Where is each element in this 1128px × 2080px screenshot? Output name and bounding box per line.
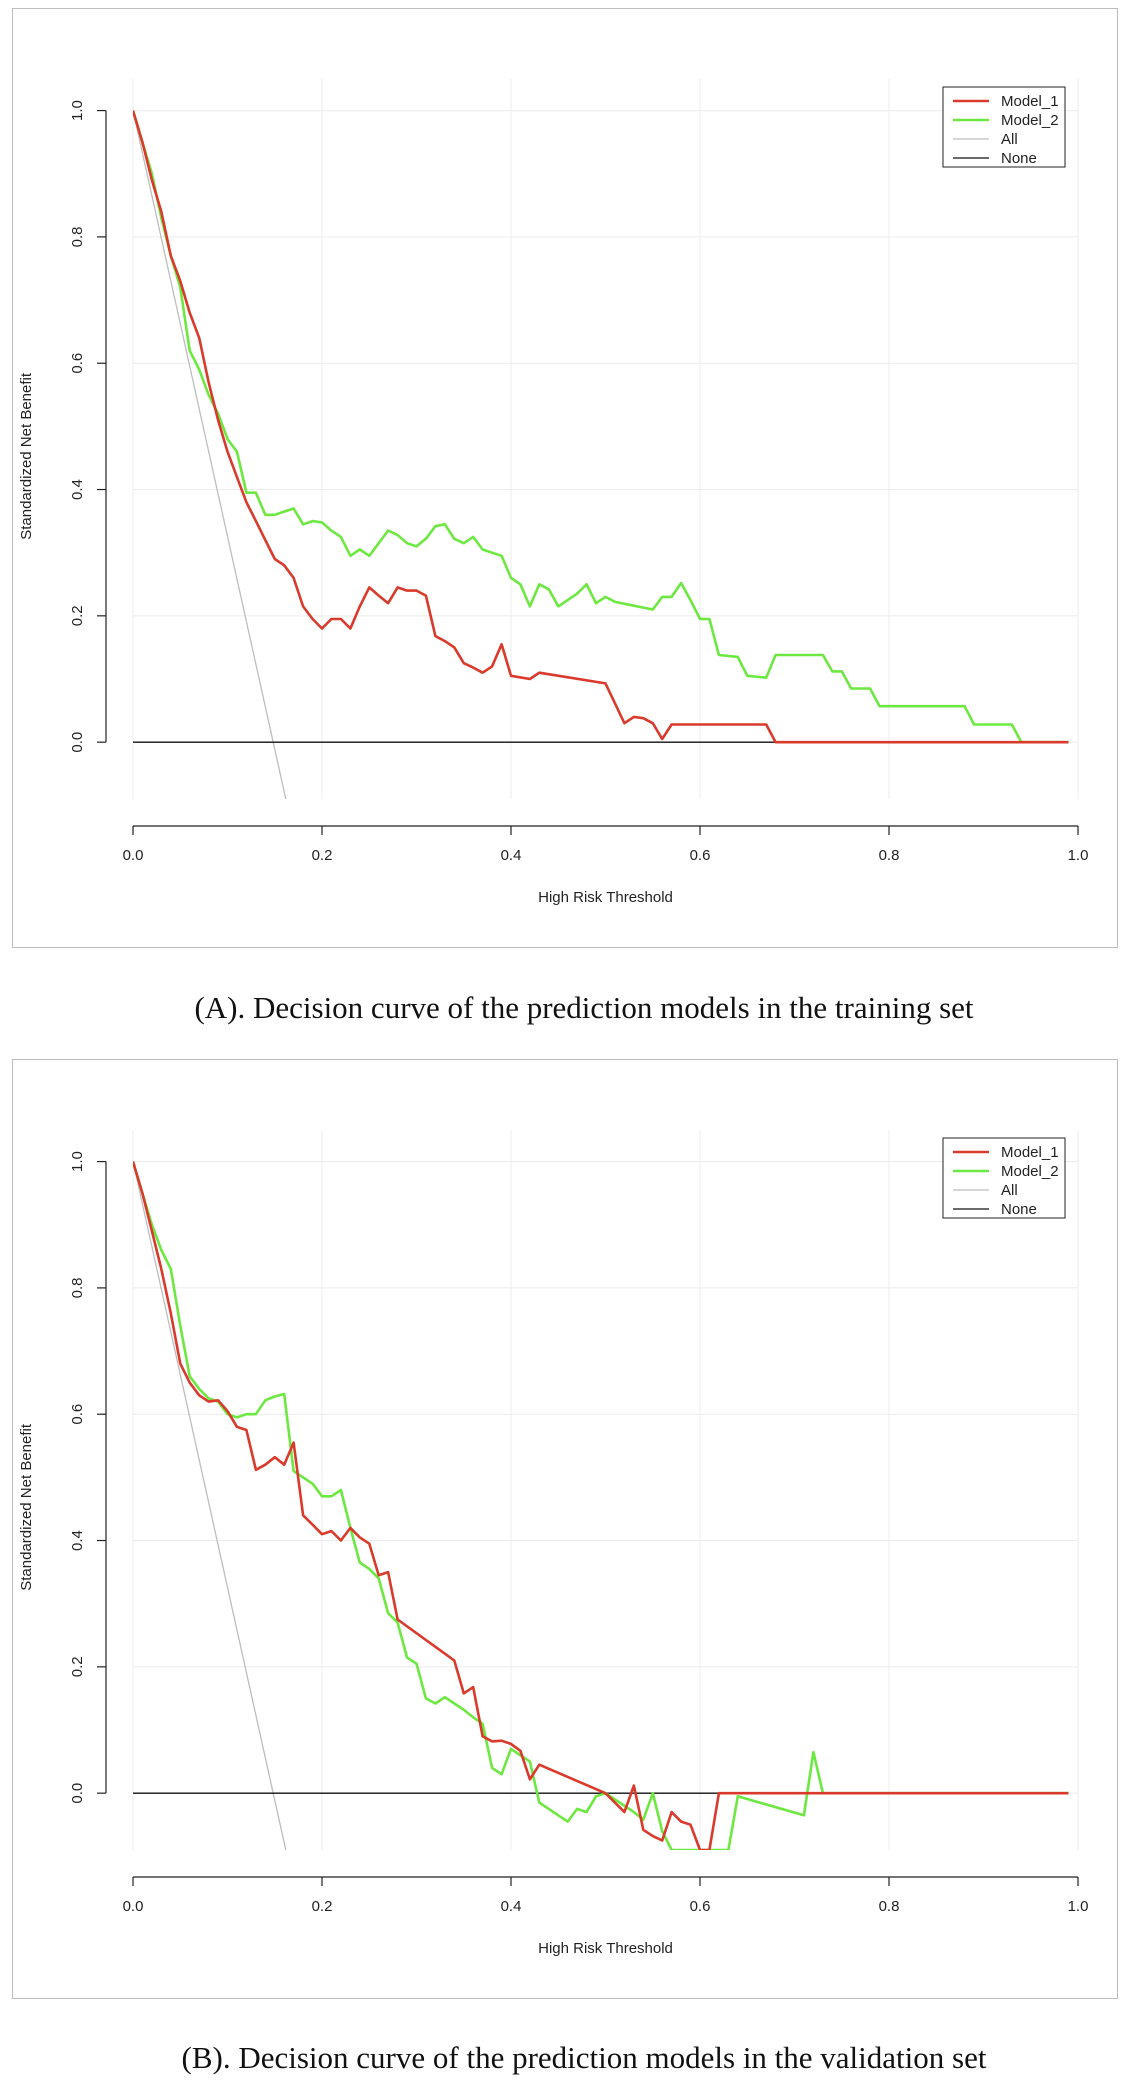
decision-curve-training-chart: 0.0 0.2 0.4 0.6 0.8 1.0 High Risk Threshold 0.0… — [18, 79, 1089, 906]
series-line-model-2 — [133, 1161, 1069, 1850]
x-tick-label: 0.8 — [879, 1898, 900, 1915]
x-tick-label: 0.2 — [312, 847, 333, 864]
series-line-all — [133, 110, 287, 799]
series-line-model-2 — [133, 110, 1069, 744]
chart-panel-training: 0.0 0.2 0.4 0.6 0.8 1.0 High Risk Threshold 0.0… — [12, 8, 1118, 948]
y-tick-label: 0.0 — [69, 732, 86, 753]
series-line-model-1 — [133, 110, 1069, 744]
legend-label-model-1: Model_1 — [1001, 93, 1059, 110]
series-line-model-1 — [133, 1161, 1069, 1850]
y-axis-title: Standardized Net Benefit — [18, 1423, 35, 1591]
y-tick-label: 0.8 — [69, 226, 86, 247]
chart-panel-validation: 0.0 0.2 0.4 0.6 0.8 1.0 High Risk Threshold 0.0… — [12, 1059, 1118, 1999]
x-tick-label: 0.6 — [690, 847, 711, 864]
y-tick-label: 0.0 — [69, 1783, 86, 1804]
y-tick-label: 0.6 — [69, 353, 86, 374]
x-tick-label: 0.6 — [690, 1898, 711, 1915]
x-tick-label: 0.8 — [879, 847, 900, 864]
y-tick-label: 0.6 — [69, 1404, 86, 1425]
legend-label-model-2: Model_2 — [1001, 112, 1059, 129]
x-tick-label: 1.0 — [1068, 847, 1089, 864]
x-tick-label: 0.0 — [123, 847, 144, 864]
x-tick-label: 0.0 — [123, 1898, 144, 1915]
x-axis-title: High Risk Threshold — [538, 1940, 673, 1957]
caption-training: (A). Decision curve of the prediction mo… — [194, 990, 974, 1025]
x-tick-label: 0.4 — [501, 1898, 522, 1915]
legend-label-all: All — [1001, 131, 1018, 148]
y-tick-label: 0.4 — [69, 1530, 86, 1551]
legend: Model_1 Model_2 All None — [942, 86, 1066, 168]
decision-curve-validation-chart: 0.0 0.2 0.4 0.6 0.8 1.0 High Risk Threshold 0.0… — [18, 1130, 1089, 1957]
x-tick-label: 0.2 — [312, 1898, 333, 1915]
legend-label-none: None — [1001, 1201, 1037, 1218]
legend-label-all: All — [1001, 1182, 1018, 1199]
x-tick-label: 0.4 — [501, 847, 522, 864]
y-tick-label: 1.0 — [69, 1151, 86, 1172]
x-axis-title: High Risk Threshold — [538, 889, 673, 906]
y-tick-label: 1.0 — [69, 100, 86, 121]
y-tick-label: 0.8 — [69, 1277, 86, 1298]
legend: Model_1 Model_2 All None — [942, 1137, 1066, 1219]
legend-label-none: None — [1001, 150, 1037, 167]
y-tick-label: 0.2 — [69, 605, 86, 626]
series-line-all — [133, 1161, 287, 1850]
y-tick-label: 0.2 — [69, 1656, 86, 1677]
legend-label-model-1: Model_1 — [1001, 1144, 1059, 1161]
caption-validation: (B). Decision curve of the prediction mo… — [181, 2040, 987, 2075]
legend-label-model-2: Model_2 — [1001, 1163, 1059, 1180]
x-tick-label: 1.0 — [1068, 1898, 1089, 1915]
y-axis-title: Standardized Net Benefit — [18, 372, 35, 540]
y-tick-label: 0.4 — [69, 479, 86, 500]
